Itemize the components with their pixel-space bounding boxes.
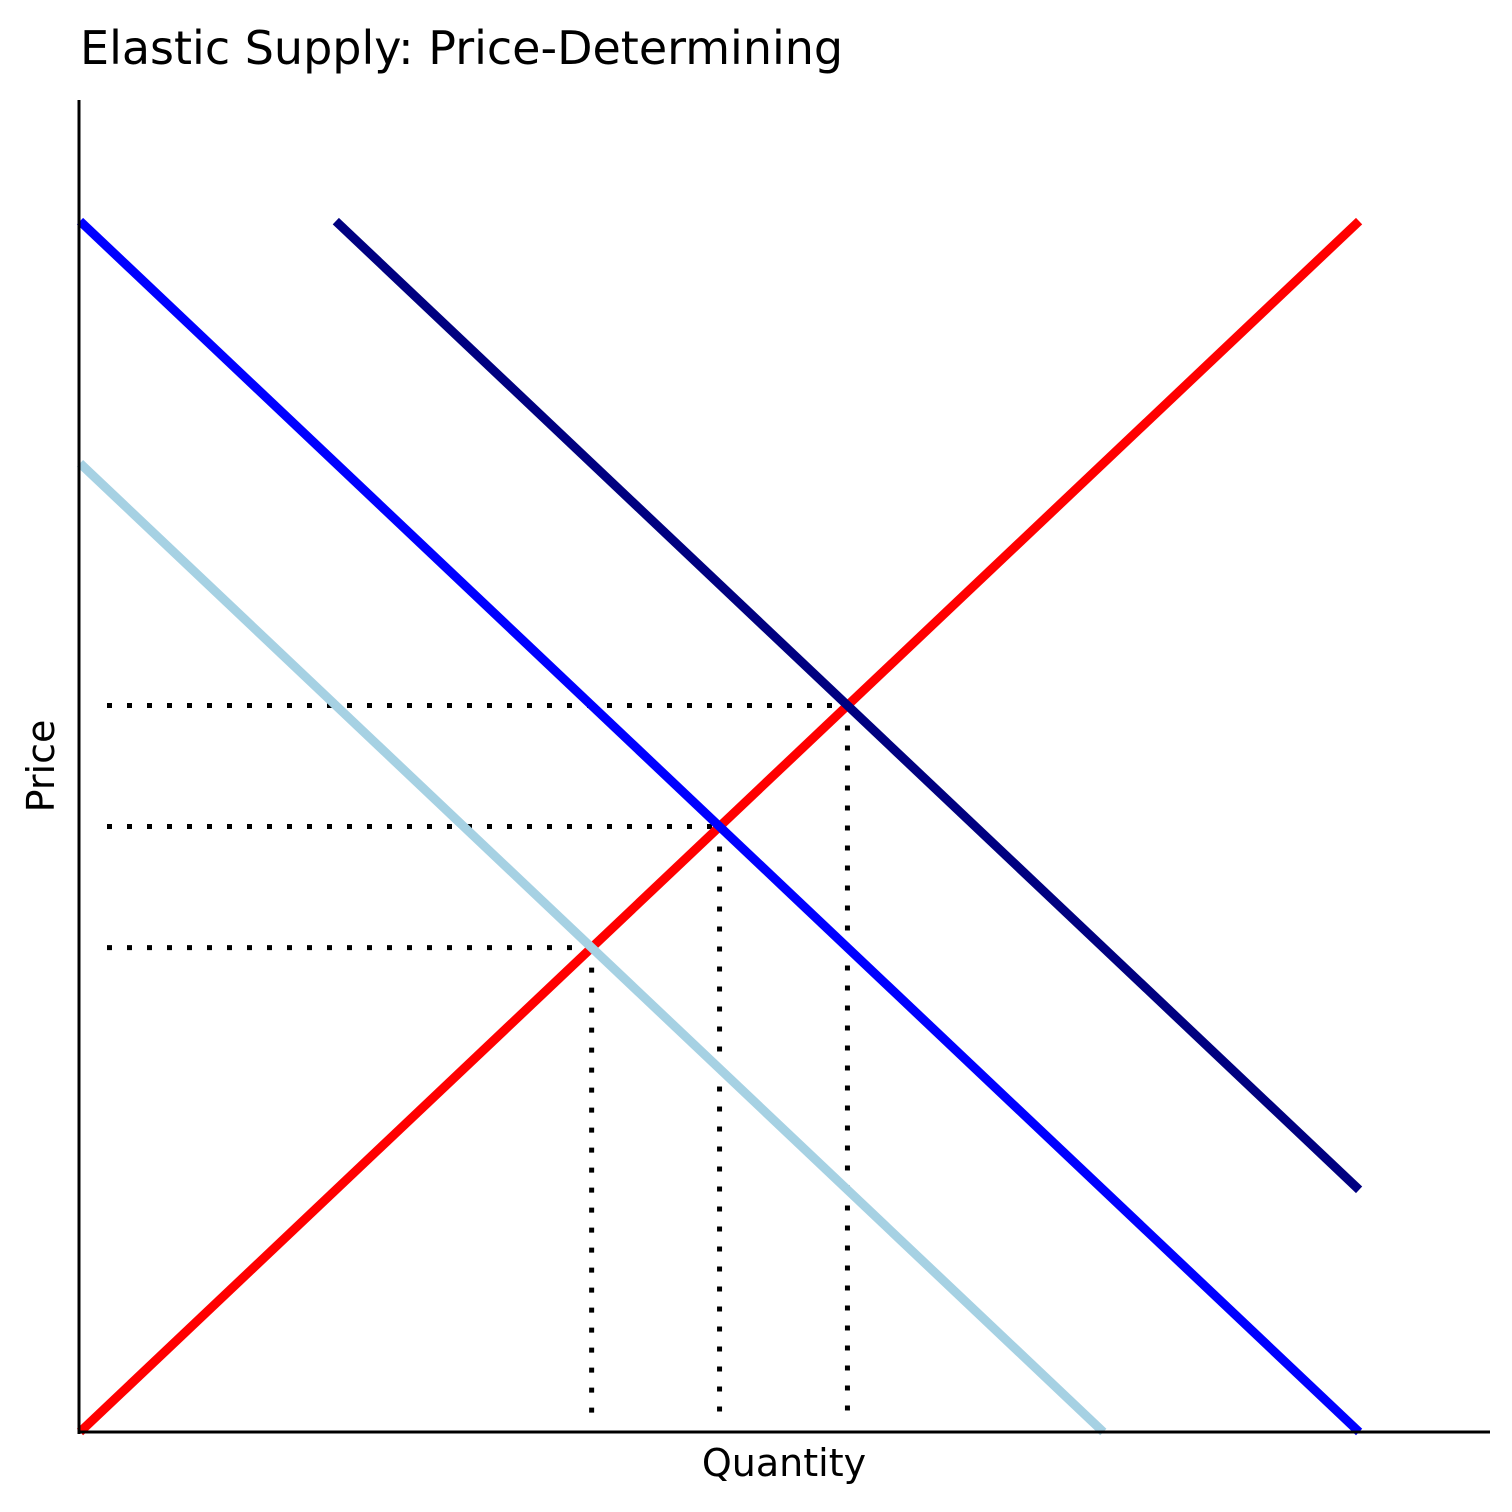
y-axis-label: Price xyxy=(19,720,63,813)
series-line-3 xyxy=(332,217,1363,1194)
x-axis-label: Quantity xyxy=(702,1441,866,1485)
series-line-4 xyxy=(76,460,1107,1436)
guides-layer xyxy=(107,702,850,1420)
chart-title: Elastic Supply: Price-Determining xyxy=(80,21,843,75)
series-layer xyxy=(76,217,1363,1436)
series-line-2 xyxy=(76,217,1363,1436)
